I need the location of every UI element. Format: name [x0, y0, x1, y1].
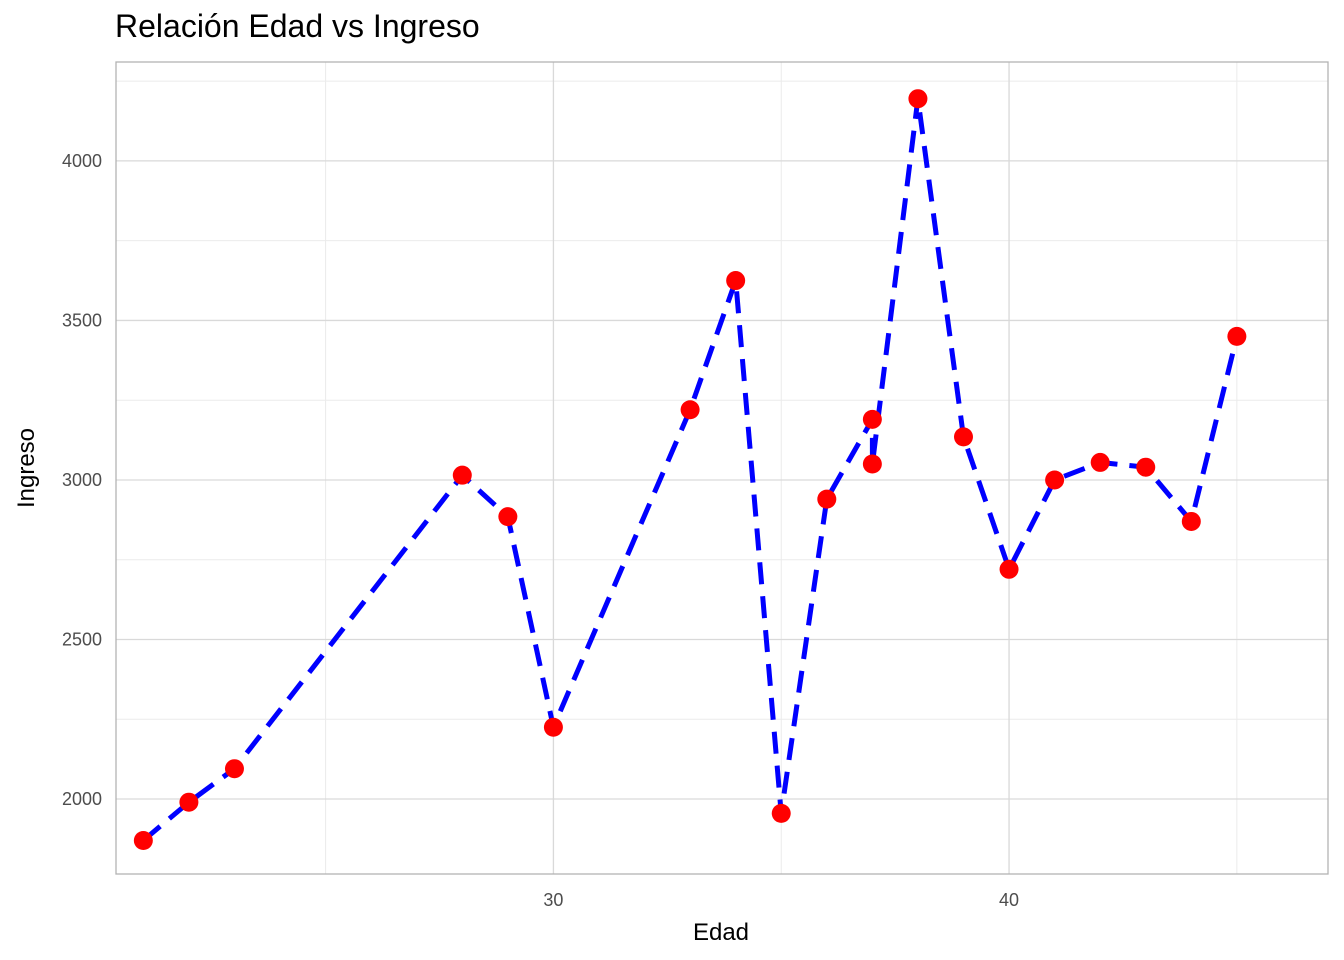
data-point: [680, 400, 700, 420]
chart-title: Relación Edad vs Ingreso: [115, 8, 480, 44]
data-point: [953, 427, 973, 447]
data-point: [543, 717, 563, 737]
data-point: [224, 759, 244, 779]
data-point: [179, 792, 199, 812]
panel-border: [115, 61, 1329, 875]
data-point: [771, 803, 791, 823]
y-axis-title: Ingreso: [13, 428, 40, 508]
data-point: [452, 465, 472, 485]
data-point: [133, 830, 153, 850]
data-point: [1227, 326, 1247, 346]
x-tick-label: 40: [999, 890, 1019, 910]
y-tick-label: 4000: [62, 151, 102, 171]
y-tick-label: 2500: [62, 629, 102, 649]
x-axis-title: Edad: [693, 919, 749, 946]
data-points: [133, 89, 1247, 850]
tick-labels: 30 40 2000 2500 3000 3500 4000: [62, 151, 1019, 910]
data-point: [908, 89, 928, 109]
data-point: [1045, 470, 1065, 490]
data-point: [1136, 457, 1156, 477]
data-point: [498, 507, 518, 527]
y-tick-label: 3000: [62, 470, 102, 490]
y-tick-label: 2000: [62, 789, 102, 809]
data-point: [817, 489, 837, 509]
data-point: [1181, 511, 1201, 531]
x-tick-label: 30: [543, 890, 563, 910]
series-line: [141, 96, 1240, 843]
data-point: [1090, 452, 1110, 472]
data-point: [862, 454, 882, 474]
data-point: [999, 559, 1019, 579]
data-point: [726, 271, 746, 291]
y-tick-label: 3500: [62, 310, 102, 330]
series-line-path: [141, 96, 1240, 843]
data-point: [862, 409, 882, 429]
